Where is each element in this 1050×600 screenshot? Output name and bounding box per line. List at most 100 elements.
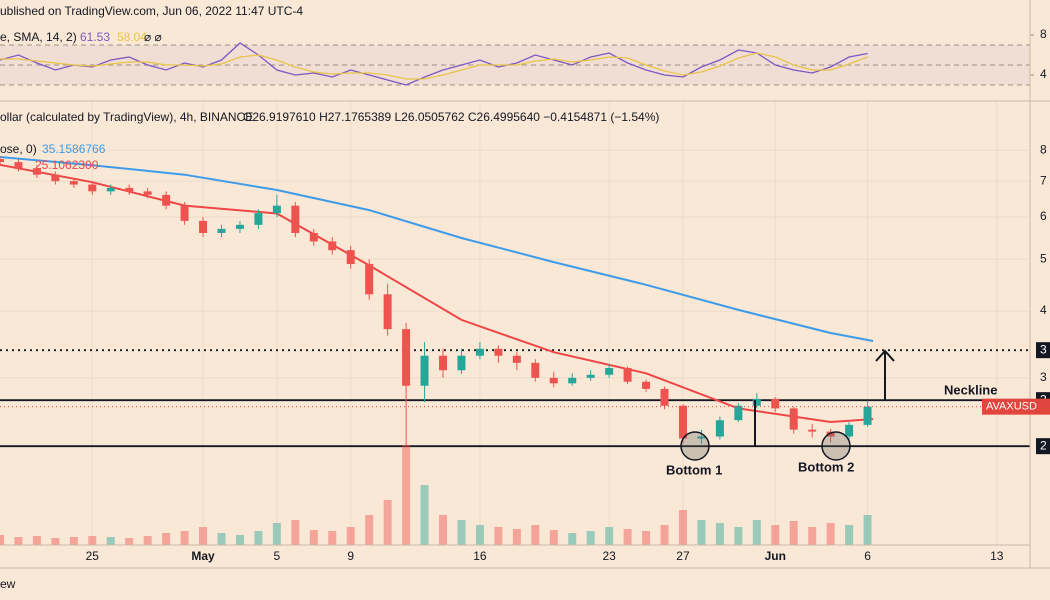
volume-bar: [235, 535, 244, 545]
volume-bar: [845, 525, 854, 545]
y-tick-label: 7: [1040, 173, 1047, 187]
candle-body: [660, 388, 669, 406]
volume-bar: [678, 510, 687, 545]
volume-bar: [199, 527, 208, 545]
volume-bar: [752, 520, 761, 545]
candle-body: [568, 377, 577, 384]
candle-body: [863, 406, 872, 425]
x-tick-label: Jun: [765, 549, 786, 563]
volume-bar: [383, 500, 392, 545]
candle-body: [106, 187, 115, 192]
candle-body: [826, 431, 835, 437]
bottom-circle: [680, 431, 710, 461]
candle-body: [715, 420, 724, 437]
level-tag: [1036, 438, 1050, 455]
candle-body: [254, 213, 263, 225]
volume-bar: [826, 523, 835, 545]
rsi-line: [0, 42, 868, 86]
candle-body: [291, 205, 300, 233]
candle-body: [328, 241, 337, 251]
candle-body: [143, 191, 152, 195]
x-tick-label: 6: [864, 549, 871, 563]
volume-bar: [125, 538, 134, 545]
candle-body: [752, 398, 761, 406]
candle-body: [420, 355, 429, 386]
x-tick-label: 9: [347, 549, 354, 563]
candle-body: [531, 362, 540, 378]
volume-bar: [605, 527, 614, 545]
candle-body: [180, 205, 189, 221]
rsi-tick-label: 8: [1040, 27, 1047, 41]
volume-bar: [272, 523, 281, 545]
candle-body: [346, 250, 355, 264]
volume-bar: [143, 536, 152, 545]
rsi-legend-value: 58.04: [117, 30, 147, 44]
volume-bar: [660, 525, 669, 545]
volume-bar: [32, 536, 41, 545]
volume-bar: [863, 515, 872, 545]
volume-bar: [734, 527, 743, 545]
candle-body: [808, 429, 817, 432]
candle-body: [217, 228, 226, 233]
x-tick-label: 13: [990, 549, 1004, 563]
volume-bar: [420, 485, 429, 545]
volume-bar: [51, 538, 60, 545]
volume-bar: [494, 527, 503, 545]
level-label: 2: [1040, 438, 1047, 452]
rsi-tick-label: 4: [1040, 67, 1047, 81]
volume-bar: [217, 533, 226, 545]
candle-body: [88, 184, 97, 192]
y-tick-label: 3: [1040, 370, 1047, 384]
volume-bar: [328, 531, 337, 545]
ma-legend-value: 35.1586766: [42, 142, 106, 156]
main-grid: [0, 101, 1030, 545]
moving-average: [0, 156, 874, 342]
level-label: 3: [1040, 342, 1047, 356]
candle-body: [309, 232, 318, 242]
volume-bar: [457, 520, 466, 545]
candle-body: [14, 162, 23, 169]
volume-bar: [402, 445, 411, 545]
watermark: ublished on TradingView.com, Jun 06, 202…: [0, 4, 303, 18]
candle-body: [457, 355, 466, 371]
candle-body: [162, 194, 171, 206]
volume-bar: [623, 529, 632, 545]
volume-bar: [715, 523, 724, 545]
candle-body: [549, 377, 558, 384]
volume-bar: [789, 521, 798, 545]
volume-bar: [365, 515, 374, 545]
candle-body: [605, 368, 614, 375]
ma-legend: ose, 0): [0, 142, 37, 156]
level-tag: [1036, 342, 1050, 359]
candle-body: [586, 374, 595, 378]
y-tick-label: 6: [1040, 209, 1047, 223]
bottom-circle: [821, 431, 851, 461]
x-tick-label: 23: [602, 549, 616, 563]
x-tick-label: 27: [676, 549, 690, 563]
candle-body: [642, 381, 651, 389]
candle-body: [771, 398, 780, 409]
volume-bar: [475, 525, 484, 545]
volume-bar: [254, 531, 263, 545]
candle-body: [0, 159, 4, 163]
footer: ew: [0, 577, 16, 591]
volume-bar: [106, 537, 115, 545]
volume-bar: [14, 537, 23, 545]
volume-bar: [771, 525, 780, 545]
candle-body: [734, 405, 743, 421]
marks: [0, 42, 1030, 545]
candle-body: [623, 368, 632, 382]
x-tick-label: 16: [473, 549, 487, 563]
volume-bar: [568, 533, 577, 545]
volume-bar: [531, 525, 540, 545]
last-price-label: AVAXUSD: [986, 401, 1037, 413]
volume-bar: [309, 530, 318, 545]
volume-bar: [586, 531, 595, 545]
candle-body: [383, 294, 392, 330]
candle-body: [678, 405, 687, 439]
rsi-legend-tail: ⌀ ⌀: [144, 30, 162, 44]
annotation: Bottom 1: [666, 462, 722, 477]
x-tick-label: 5: [274, 549, 281, 563]
ohlc: O26.9197610 H27.1765389 L26.0505762 C26.…: [243, 110, 659, 124]
candle-body: [51, 174, 60, 182]
